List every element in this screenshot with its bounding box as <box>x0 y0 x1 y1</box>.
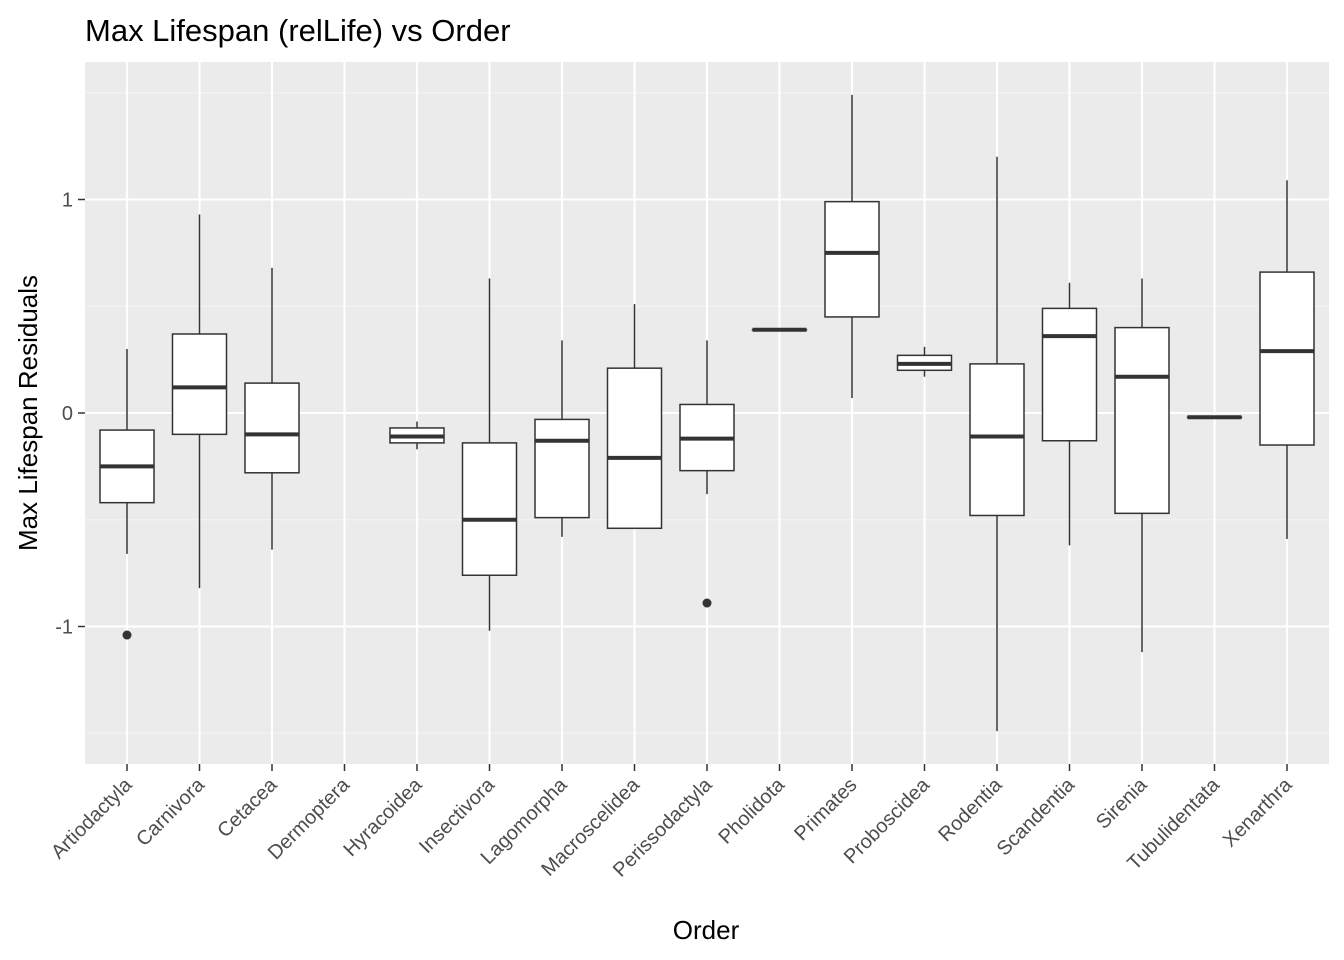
box-primates <box>824 94 880 399</box>
box-cetacea <box>244 267 300 550</box>
y-axis: -1 0 1 <box>55 190 85 639</box>
iqr-box <box>171 333 228 436</box>
x-tick-label-sirenia: Sirenia <box>1092 773 1152 833</box>
iqr-box <box>1041 307 1098 442</box>
y-tick-label: -1 <box>55 617 73 639</box>
x-tick-label-rodentia: Rodentia <box>934 773 1007 846</box>
x-axis-title: Order <box>673 915 740 945</box>
chart-title: Max Lifespan (relLife) vs Order <box>85 13 511 48</box>
box-perissodactyla <box>679 340 735 608</box>
iqr-box <box>1259 271 1315 446</box>
outlier-point <box>702 598 712 608</box>
y-axis-title: Max Lifespan Residuals <box>13 275 43 551</box>
iqr-box <box>606 367 663 530</box>
x-tick-label-carnivora: Carnivora <box>132 773 209 850</box>
iqr-box <box>824 200 880 318</box>
iqr-box <box>244 382 300 474</box>
x-tick-label-scandentia: Scandentia <box>993 773 1080 860</box>
box-hyracoidea <box>389 421 445 450</box>
x-tick-label-hyracoidea: Hyracoidea <box>339 773 427 861</box>
box-artiodactyla <box>99 348 155 640</box>
box-rodentia <box>969 156 1025 732</box>
box-xenarthra <box>1259 180 1315 539</box>
box-proboscidea <box>896 346 953 377</box>
x-tick-label-artiodactyla: Artiodactyla <box>47 773 137 863</box>
iqr-box <box>534 418 590 519</box>
box-carnivora <box>171 214 228 589</box>
iqr-box <box>461 442 518 577</box>
y-tick-label: 1 <box>62 190 73 212</box>
box-lagomorpha <box>534 340 590 537</box>
box-insectivora <box>461 278 518 631</box>
iqr-box <box>1114 326 1170 515</box>
iqr-box <box>969 363 1025 517</box>
outlier-point <box>122 630 132 640</box>
y-tick-label: 0 <box>62 403 73 425</box>
box-layer <box>99 94 1315 732</box>
box-sirenia <box>1114 278 1170 653</box>
x-tick-label-primates: Primates <box>790 774 861 845</box>
x-tick-label-xenarthra: Xenarthra <box>1219 773 1297 851</box>
box-macroscelidea <box>606 304 663 530</box>
x-tick-label-pholidota: Pholidota <box>715 773 790 848</box>
box-scandentia <box>1041 282 1098 546</box>
x-tick-label-cetacea: Cetacea <box>213 773 282 842</box>
